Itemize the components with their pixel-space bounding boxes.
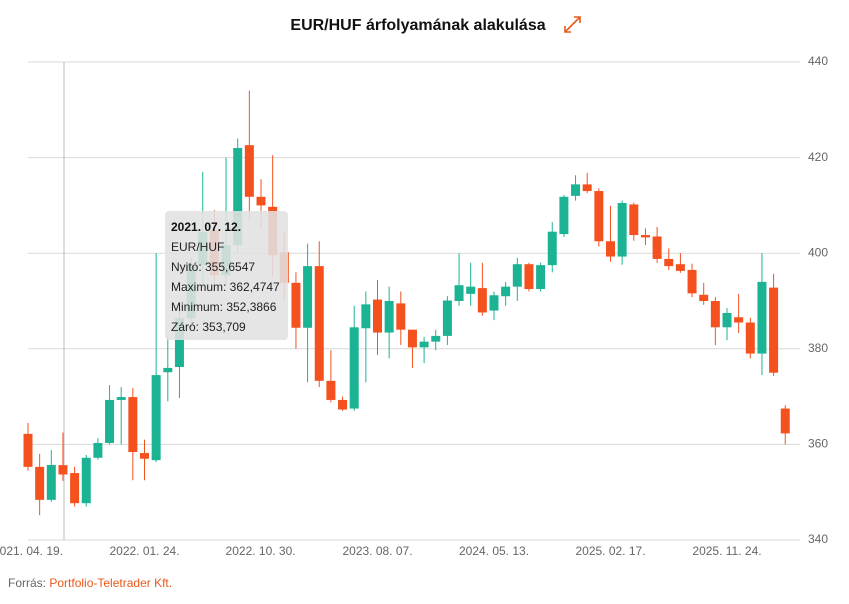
y-tick-label: 340 (808, 532, 828, 546)
tooltip-series: EUR/HUF (171, 240, 224, 254)
candle-body (547, 231, 557, 266)
candle-body (524, 264, 534, 290)
tooltip-row: Minimum: 352,3866 (171, 300, 277, 314)
candle-body (105, 399, 115, 443)
candle-body (687, 269, 697, 294)
candle-body (536, 265, 546, 290)
candle-body (512, 264, 522, 287)
candle-body (501, 286, 511, 297)
candle-body (640, 235, 650, 238)
candle-body (314, 266, 324, 381)
candle-body (745, 322, 755, 354)
candle-body (303, 266, 313, 328)
candle-body (23, 433, 33, 467)
x-tick-label: 2022. 01. 24. (109, 544, 179, 558)
tooltip: 2021. 07. 12. EUR/HUF Nyitó: 355,6547 Max… (165, 211, 288, 340)
candle-body (233, 148, 243, 246)
tooltip-date: 2021. 07. 12. (171, 220, 241, 234)
y-tick-label: 400 (808, 245, 828, 259)
candle-body (477, 288, 487, 313)
candle-body (35, 466, 45, 500)
chart-title: EUR/HUF árfolyamának alakulása (290, 17, 545, 34)
candle-body (431, 335, 441, 342)
x-tick-label: 2024. 05. 13. (459, 544, 529, 558)
expand-icon[interactable] (564, 16, 581, 33)
candle-body (58, 465, 68, 475)
candle-body (151, 375, 161, 461)
candle-body (769, 287, 779, 373)
candle-body (594, 191, 604, 242)
candle-body (361, 304, 371, 329)
candle-body (582, 184, 592, 192)
candle-body (419, 341, 429, 348)
candle-body (70, 473, 80, 504)
candle-body (629, 204, 639, 236)
candle-body (652, 236, 662, 259)
candle-body (466, 286, 476, 294)
x-tick-label: 2021. 04. 19. (0, 544, 63, 558)
candle-body (606, 241, 615, 257)
candle-body (373, 299, 382, 333)
candle-body (396, 303, 406, 330)
candle-body (454, 285, 464, 301)
x-tick-label: 2025. 11. 24. (692, 544, 761, 558)
tooltip-row: Záró: 353,709 (171, 320, 246, 334)
candle-body (140, 453, 149, 459)
x-tick-label: 2023. 08. 07. (342, 544, 412, 558)
candle-body (780, 408, 790, 434)
grid (28, 61, 800, 541)
candle-body (384, 301, 394, 333)
candles (23, 90, 790, 516)
candle-body (81, 457, 91, 504)
candle-body (617, 203, 627, 257)
candle-body (675, 264, 685, 271)
candle-body (46, 464, 56, 500)
candle-body (571, 184, 581, 196)
x-tick-label: 2022. 10. 30. (226, 544, 296, 558)
candle-body (326, 380, 336, 400)
tooltip-row: Maximum: 362,4747 (171, 280, 280, 294)
candle-body (710, 301, 720, 328)
x-tick-label: 2025. 02. 17. (575, 544, 645, 558)
candle-body (699, 294, 709, 301)
source: Forrás: Portfolio-Teletrader Kft. (8, 576, 172, 590)
candle-body (116, 397, 126, 400)
y-tick-label: 440 (808, 54, 828, 68)
chart: EUR/HUF árfolyamának alakulása 2021. 07.… (0, 16, 828, 558)
candle-body (407, 329, 417, 348)
source-label: Forrás: (8, 576, 47, 590)
candle-body (174, 318, 184, 367)
candle-body (128, 397, 138, 453)
candle-body (244, 145, 254, 197)
tooltip-box (165, 211, 288, 340)
tooltip-row: Nyitó: 355,6547 (171, 260, 255, 274)
candle-body (163, 367, 173, 373)
candle-body (338, 399, 348, 410)
candle-body (757, 281, 767, 354)
candle-body (489, 295, 499, 311)
candle-body (291, 282, 301, 328)
candle-body (722, 312, 732, 328)
candle-body (349, 327, 359, 409)
y-tick-label: 380 (808, 341, 828, 355)
candle-body (734, 317, 744, 323)
candle-body (664, 258, 674, 267)
y-tick-label: 420 (808, 150, 828, 164)
candle-body (442, 300, 452, 336)
candle-body (559, 196, 569, 235)
source-link[interactable]: Portfolio-Teletrader Kft. (49, 576, 173, 590)
y-tick-label: 360 (808, 437, 828, 451)
candle-body (93, 442, 103, 458)
candle-body (256, 196, 266, 206)
